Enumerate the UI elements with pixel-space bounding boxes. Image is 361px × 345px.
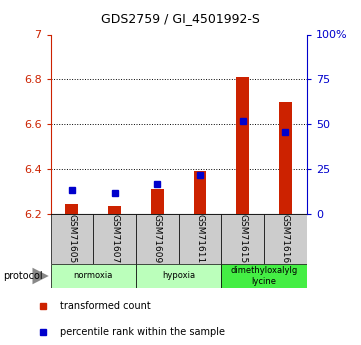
- Bar: [136, 214, 179, 264]
- Bar: [221, 214, 264, 264]
- Text: GSM71615: GSM71615: [238, 214, 247, 264]
- Text: hypoxia: hypoxia: [162, 272, 195, 280]
- Text: transformed count: transformed count: [60, 302, 151, 312]
- Bar: [51, 264, 136, 288]
- Text: GSM71605: GSM71605: [68, 214, 77, 264]
- Bar: [221, 264, 307, 288]
- Text: normoxia: normoxia: [74, 272, 113, 280]
- Bar: [193, 171, 206, 214]
- Text: GSM71611: GSM71611: [196, 214, 205, 264]
- Text: dimethyloxalylg
lycine: dimethyloxalylg lycine: [231, 266, 298, 286]
- Bar: [179, 214, 221, 264]
- Bar: [279, 102, 292, 214]
- Bar: [151, 189, 164, 214]
- Bar: [65, 204, 78, 214]
- Bar: [108, 206, 121, 214]
- Text: protocol: protocol: [4, 271, 43, 281]
- Text: percentile rank within the sample: percentile rank within the sample: [60, 327, 225, 337]
- Bar: [136, 264, 221, 288]
- Bar: [264, 214, 307, 264]
- Bar: [93, 214, 136, 264]
- Polygon shape: [32, 268, 49, 284]
- Text: GSM71607: GSM71607: [110, 214, 119, 264]
- Bar: [51, 214, 93, 264]
- Text: GSM71609: GSM71609: [153, 214, 162, 264]
- Text: GSM71616: GSM71616: [281, 214, 290, 264]
- Text: GDS2759 / GI_4501992-S: GDS2759 / GI_4501992-S: [101, 12, 260, 25]
- Bar: [236, 77, 249, 214]
